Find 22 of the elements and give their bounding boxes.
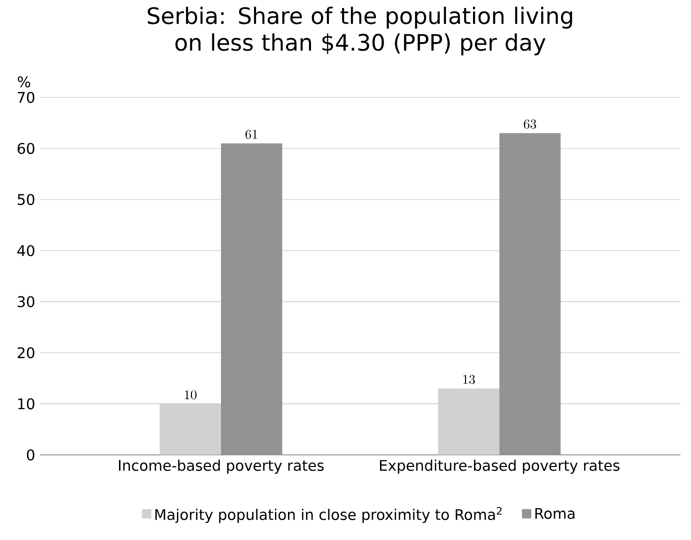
legend-label: Roma [535,508,574,519]
bar [220,143,282,455]
bar [438,388,500,455]
data-label: 61 [246,130,258,139]
y-tick-label: 40 [17,244,34,256]
x-tick-label: Income-based poverty rates [119,459,324,474]
y-tick-label: 10 [18,398,34,410]
y-axis-title: % [18,76,30,88]
data-label: 63 [524,119,536,129]
legend-label: Majority population in close proximity to Roma$^{2}$ [155,506,502,523]
chart-title: Serbia: Share of the population living on less than $4.30 (PPP) per day [148,6,572,56]
bar [499,133,561,455]
y-tick-label: 60 [18,142,34,154]
y-tick-label: 50 [18,194,34,205]
data-label: 10 [184,390,196,400]
y-tick-label: 0 [26,449,34,460]
bar [160,404,221,455]
x-tick-label: Expenditure-based poverty rates [380,459,620,474]
data-label: 13 [463,374,475,384]
y-tick-label: 70 [18,92,34,103]
y-tick-label: 20 [18,347,34,358]
y-tick-label: 30 [18,296,34,308]
